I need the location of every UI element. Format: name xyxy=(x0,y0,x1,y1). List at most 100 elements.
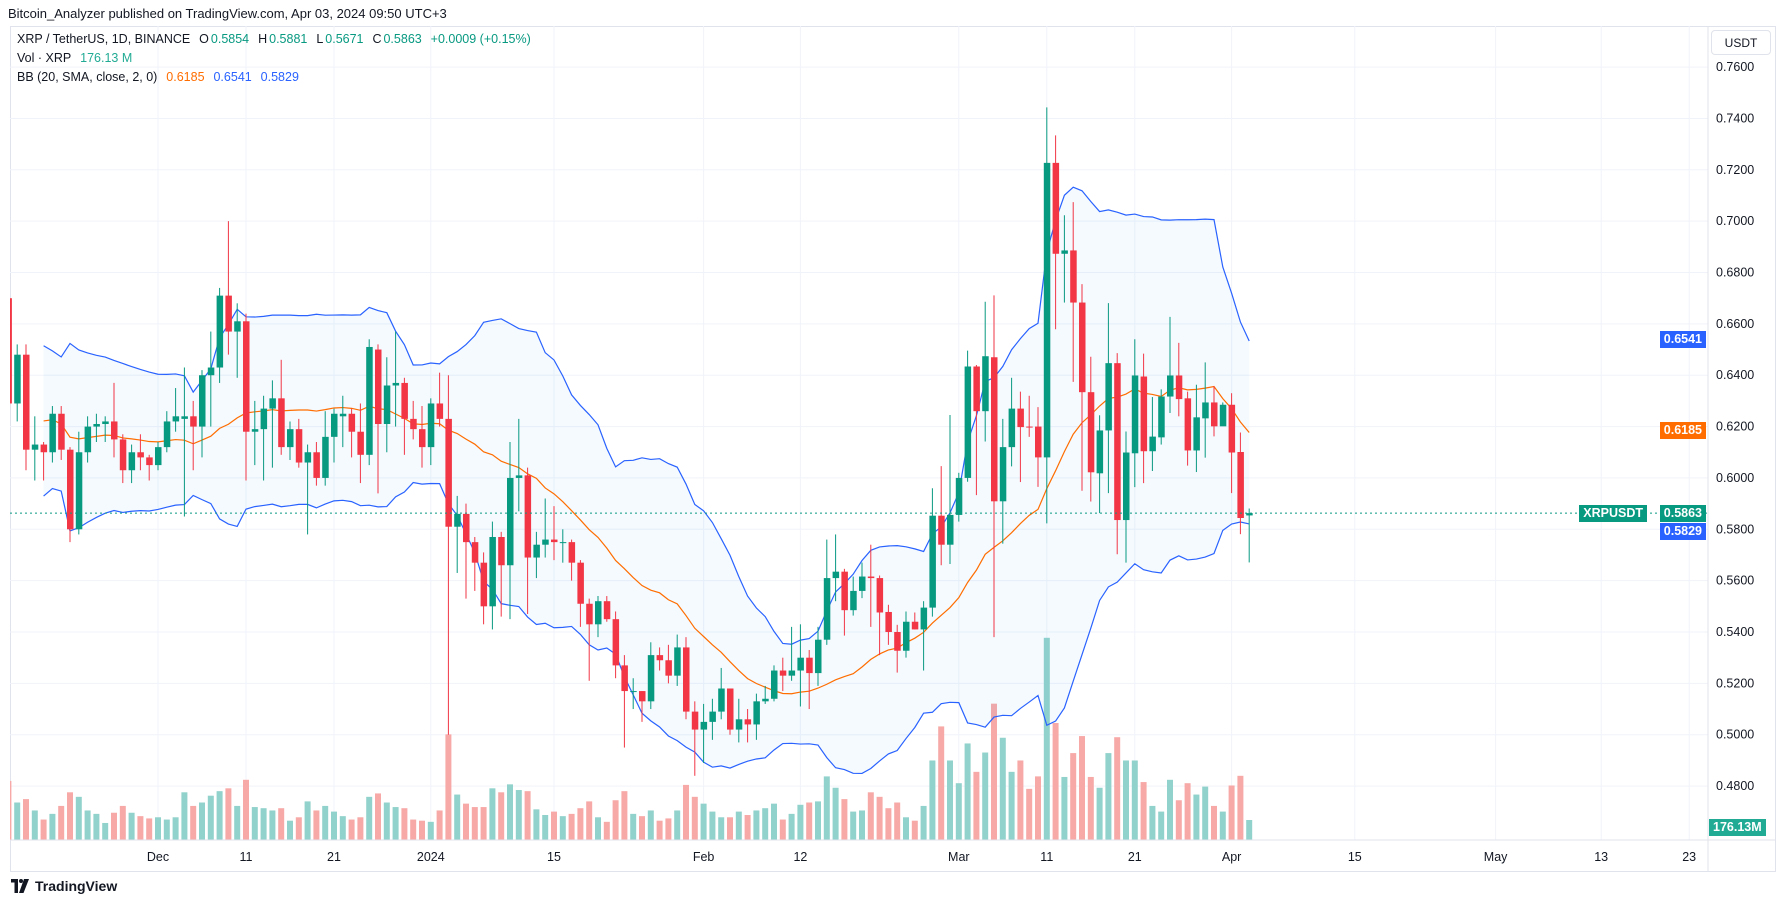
candle xyxy=(1017,391,1024,483)
volume-bar xyxy=(630,813,637,840)
volume-bar xyxy=(1061,776,1068,840)
volume-bar xyxy=(190,805,197,840)
published-caption: Bitcoin_Analyzer published on TradingVie… xyxy=(8,6,447,21)
candle-body xyxy=(568,542,576,563)
time-tick-label: 15 xyxy=(547,850,561,864)
footer-brand[interactable]: TradingView xyxy=(10,878,117,894)
candle xyxy=(243,313,250,481)
price-axis[interactable]: 0.4800 0.5000 0.5200 0.5400 0.5600 0.5800 0.60… xyxy=(1716,60,1754,793)
bb-label[interactable]: BB (20, SMA, close, 2, 0) xyxy=(17,70,158,84)
price-tick-label: 0.6000 xyxy=(1716,471,1754,485)
volume-bar xyxy=(788,813,795,840)
volume-bar xyxy=(260,808,267,840)
volume-bar xyxy=(1149,805,1156,840)
price-tick-label: 0.7200 xyxy=(1716,163,1754,177)
symbol-title[interactable]: XRP / TetherUS, 1D, BINANCE xyxy=(17,32,191,46)
candle xyxy=(1123,431,1130,563)
volume-label[interactable]: Vol · XRP xyxy=(17,51,72,65)
candle-body xyxy=(1114,363,1121,521)
candle xyxy=(410,400,417,440)
candle xyxy=(885,604,892,645)
candle-body xyxy=(489,536,496,607)
bb-lower-value: 0.5829 xyxy=(260,70,299,84)
candle xyxy=(841,568,848,636)
volume-bar xyxy=(683,784,689,840)
volume-bar xyxy=(841,799,848,840)
volume-bar xyxy=(383,802,390,840)
volume-bar xyxy=(419,820,425,840)
candle xyxy=(595,596,602,638)
candle xyxy=(357,403,364,484)
candle-body xyxy=(691,711,699,730)
candle xyxy=(1070,202,1077,382)
change-value: +0.0009 (+0.15%) xyxy=(430,32,531,46)
candle-body xyxy=(137,452,144,458)
candle xyxy=(1158,389,1165,445)
candle xyxy=(947,415,954,564)
candle-body xyxy=(1193,417,1200,451)
candle-body xyxy=(392,382,400,386)
close-value: 0.5863 xyxy=(383,32,422,46)
time-tick-label: 23 xyxy=(1682,850,1696,864)
candle-body xyxy=(31,444,39,450)
candle-body xyxy=(1087,392,1095,473)
volume-bar xyxy=(287,820,293,840)
candle xyxy=(146,454,153,481)
volume-bar xyxy=(480,807,487,840)
volume-bar xyxy=(727,817,733,840)
candle-body xyxy=(1026,426,1033,428)
volume-bar xyxy=(815,801,821,840)
candle xyxy=(14,344,21,422)
candle-body xyxy=(982,356,989,412)
candle xyxy=(339,395,347,448)
volume-bar xyxy=(251,807,258,840)
candle xyxy=(322,411,329,486)
candle-body xyxy=(630,691,637,693)
candle-body xyxy=(49,413,56,453)
candle xyxy=(665,644,672,684)
volume-series xyxy=(10,637,1253,840)
candle-body xyxy=(480,562,488,607)
candle-body xyxy=(894,632,901,651)
volume-bar xyxy=(137,816,144,840)
volume-bar xyxy=(269,810,276,840)
candle-body xyxy=(1105,363,1112,431)
candle xyxy=(401,377,408,455)
volume-bar xyxy=(612,800,619,840)
candle-body xyxy=(278,398,285,448)
candle xyxy=(207,331,215,427)
candle-body xyxy=(1228,404,1236,453)
candle-body xyxy=(551,539,558,543)
candle-body xyxy=(410,418,417,430)
volume-bar xyxy=(49,813,56,840)
candle xyxy=(533,531,540,579)
candle xyxy=(1087,356,1095,502)
candle xyxy=(876,575,884,656)
candle xyxy=(929,488,936,617)
candle xyxy=(903,611,910,658)
bb-fill xyxy=(43,187,1250,774)
volume-bar xyxy=(23,799,29,840)
candle xyxy=(23,344,30,471)
volume-bar xyxy=(295,817,302,840)
last-price-tag: 0.5863 xyxy=(1659,504,1706,522)
time-tick-label: Feb xyxy=(693,850,715,864)
candle xyxy=(489,521,496,630)
candle-body xyxy=(727,688,734,730)
volume-bar xyxy=(507,784,513,840)
candle xyxy=(1140,353,1148,484)
candle-body xyxy=(331,413,338,437)
candle-body xyxy=(93,424,100,427)
candle xyxy=(1211,386,1218,437)
volume-bar xyxy=(375,793,381,840)
currency-button[interactable]: USDT xyxy=(1711,30,1771,55)
time-axis[interactable]: Dec 11 21 2024 15 Feb 12 Mar 11 21 Apr 15 May 13 23 xyxy=(147,850,1696,864)
candle-body xyxy=(498,536,505,566)
volume-bar xyxy=(779,819,786,840)
candle xyxy=(163,411,171,453)
candle-body xyxy=(876,578,884,613)
candle-body xyxy=(612,619,620,666)
time-tick-label: 15 xyxy=(1348,850,1362,864)
candle-body xyxy=(287,429,294,448)
